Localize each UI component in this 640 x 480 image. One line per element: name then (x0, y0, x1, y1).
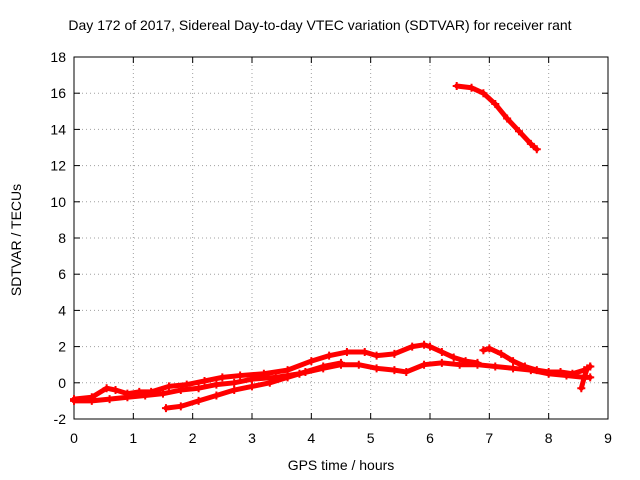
series-trail (454, 83, 540, 152)
y-tick-label: -2 (54, 411, 67, 427)
x-tick-label: 7 (485, 430, 493, 446)
series-trail (71, 342, 480, 402)
data-point (390, 349, 399, 358)
data-point (526, 139, 535, 148)
data-point (485, 344, 494, 353)
data-point (532, 366, 541, 375)
y-tick-label: 0 (58, 375, 66, 391)
data-point (473, 360, 482, 369)
y-tick-label: 16 (50, 85, 66, 101)
chart-title: Day 172 of 2017, Sidereal Day-to-day VTE… (68, 17, 572, 33)
data-point (70, 396, 78, 405)
data-point (509, 364, 518, 373)
x-tick-label: 0 (70, 430, 78, 446)
data-point (87, 396, 96, 405)
data-point (111, 386, 120, 395)
x-tick-label: 5 (367, 430, 375, 446)
y-tick-label: 2 (58, 339, 66, 355)
data-point (479, 346, 488, 355)
data-point (390, 366, 399, 375)
data-point (301, 367, 310, 376)
data-point (532, 145, 541, 154)
data-point (230, 378, 239, 387)
data-point (452, 81, 461, 90)
x-tick-label: 9 (604, 430, 612, 446)
data-point (503, 114, 512, 123)
data-point (200, 376, 209, 385)
x-tick-label: 2 (189, 430, 197, 446)
data-point (218, 373, 227, 382)
x-tick-label: 3 (248, 430, 256, 446)
data-point (176, 402, 185, 411)
data-point (577, 384, 586, 393)
data-point (586, 362, 595, 371)
data-point (342, 348, 351, 357)
y-tick-label: 12 (50, 158, 66, 174)
y-tick-label: 10 (50, 194, 66, 210)
data-point (194, 396, 203, 405)
data-point (497, 349, 506, 358)
y-tick-label: 8 (58, 230, 66, 246)
data-point (248, 375, 256, 384)
data-point (520, 362, 529, 371)
data-point (141, 391, 150, 400)
y-tick-label: 18 (50, 49, 66, 65)
data-point (194, 384, 203, 393)
data-point (319, 362, 328, 371)
data-point (161, 404, 170, 413)
data-point (283, 373, 292, 382)
data-point (325, 351, 334, 360)
data-point (455, 360, 464, 369)
x-tick-label: 4 (307, 430, 315, 446)
data-point (265, 378, 274, 387)
data-point (437, 348, 446, 357)
y-tick-label: 4 (58, 302, 66, 318)
y-tick-label: 6 (58, 266, 66, 282)
x-tick-label: 8 (545, 430, 553, 446)
data-point (372, 364, 381, 373)
data-point (236, 371, 245, 380)
data-point (354, 360, 363, 369)
data-point (402, 367, 411, 376)
data-point (449, 353, 458, 362)
data-point (123, 393, 132, 402)
data-point (420, 340, 429, 349)
data-point (479, 89, 488, 98)
data-point (544, 367, 553, 376)
data-point (283, 366, 292, 375)
data-point (467, 83, 476, 92)
data-point (360, 348, 369, 357)
data-point (230, 386, 239, 395)
data-point (568, 369, 577, 378)
data-point (102, 384, 111, 393)
data-point (212, 380, 221, 389)
data-point (515, 127, 523, 136)
data-point (176, 386, 185, 395)
data-point (491, 362, 500, 371)
y-tick-label: 14 (50, 121, 66, 137)
data-point (212, 391, 221, 400)
data-point (164, 382, 173, 391)
data-point (105, 395, 114, 404)
data-point (426, 342, 434, 351)
data-point (307, 357, 316, 366)
data-point (159, 389, 167, 398)
data-point (420, 360, 429, 369)
data-point (556, 367, 565, 376)
data-point (337, 358, 345, 367)
data-point (580, 373, 589, 382)
x-tick-label: 1 (129, 430, 137, 446)
data-point (491, 100, 500, 109)
data-point (372, 351, 381, 360)
data-point (437, 358, 446, 367)
data-point (248, 382, 256, 391)
x-axis-label: GPS time / hours (287, 457, 395, 473)
x-tick-label: 6 (426, 430, 434, 446)
data-point (509, 357, 518, 366)
data-point (408, 342, 417, 351)
